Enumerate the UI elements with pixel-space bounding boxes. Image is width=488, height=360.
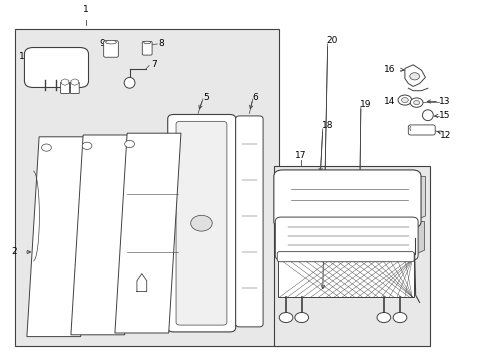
Text: 17: 17 xyxy=(294,151,306,160)
Text: 16: 16 xyxy=(383,65,394,74)
Ellipse shape xyxy=(105,40,116,44)
Bar xyxy=(15,29,278,346)
FancyBboxPatch shape xyxy=(275,217,417,260)
Polygon shape xyxy=(411,221,424,256)
Circle shape xyxy=(279,312,292,323)
Circle shape xyxy=(190,215,212,231)
Polygon shape xyxy=(27,137,93,337)
Circle shape xyxy=(413,100,419,105)
Polygon shape xyxy=(411,176,425,221)
Ellipse shape xyxy=(143,41,150,44)
FancyBboxPatch shape xyxy=(24,48,88,87)
Text: 9: 9 xyxy=(100,39,105,48)
Bar xyxy=(273,166,429,346)
Circle shape xyxy=(409,73,419,80)
FancyBboxPatch shape xyxy=(277,252,413,262)
FancyBboxPatch shape xyxy=(235,116,263,327)
Text: 18: 18 xyxy=(321,122,333,130)
Text: 1: 1 xyxy=(82,4,88,13)
Circle shape xyxy=(409,98,422,107)
Circle shape xyxy=(41,144,51,151)
Text: 6: 6 xyxy=(252,93,258,102)
Ellipse shape xyxy=(124,77,135,88)
Text: 13: 13 xyxy=(438,97,450,106)
Circle shape xyxy=(376,312,390,323)
Circle shape xyxy=(294,312,308,323)
Text: 8: 8 xyxy=(158,40,164,49)
FancyBboxPatch shape xyxy=(103,41,118,57)
FancyBboxPatch shape xyxy=(273,170,420,228)
Polygon shape xyxy=(71,135,137,335)
Text: 14: 14 xyxy=(383,97,394,106)
Circle shape xyxy=(397,95,411,105)
FancyBboxPatch shape xyxy=(167,114,235,332)
Circle shape xyxy=(82,142,92,149)
Polygon shape xyxy=(137,274,146,292)
FancyBboxPatch shape xyxy=(61,82,69,94)
Bar xyxy=(277,259,413,297)
Text: 15: 15 xyxy=(438,111,450,120)
Text: 19: 19 xyxy=(359,100,371,109)
Text: 5: 5 xyxy=(203,93,209,102)
Text: 3: 3 xyxy=(73,264,79,273)
Text: 10: 10 xyxy=(19,52,30,61)
Polygon shape xyxy=(404,65,425,86)
Circle shape xyxy=(401,98,407,103)
FancyBboxPatch shape xyxy=(407,125,434,135)
FancyBboxPatch shape xyxy=(176,121,226,325)
Polygon shape xyxy=(115,133,181,333)
Text: 11: 11 xyxy=(38,77,50,86)
Text: 12: 12 xyxy=(439,130,450,139)
Circle shape xyxy=(392,312,406,323)
FancyBboxPatch shape xyxy=(142,41,152,55)
FancyBboxPatch shape xyxy=(70,82,79,94)
Text: 7: 7 xyxy=(151,60,157,69)
Text: 2: 2 xyxy=(11,248,17,256)
Text: 4: 4 xyxy=(110,224,116,233)
Circle shape xyxy=(124,140,134,148)
Text: 20: 20 xyxy=(326,36,338,45)
